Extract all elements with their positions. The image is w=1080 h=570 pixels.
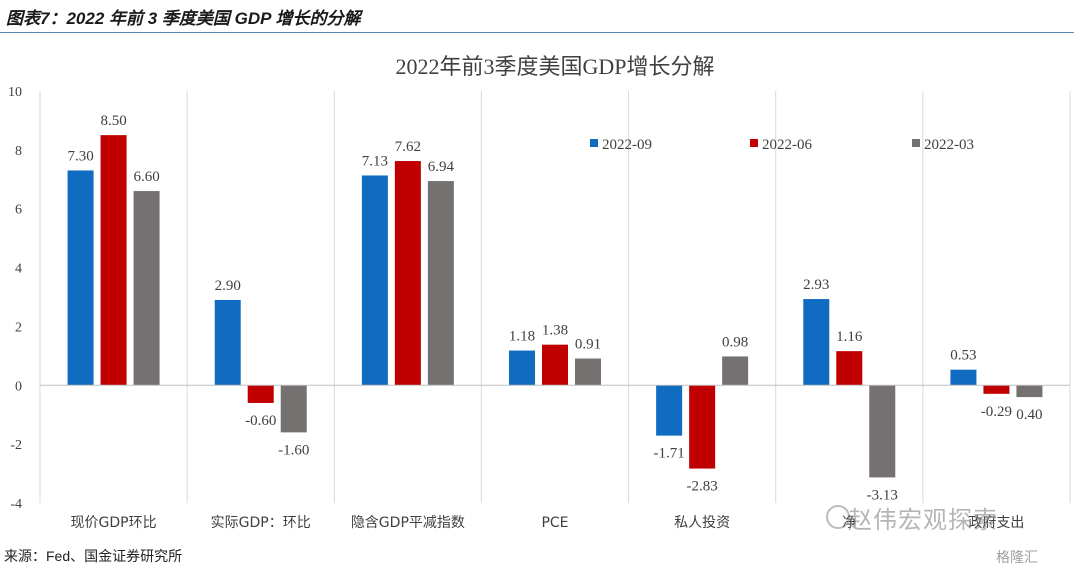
category-label: 政府支出 xyxy=(968,515,1024,531)
category-label: 现价GDP环比 xyxy=(71,515,157,531)
data-label: 1.16 xyxy=(836,329,863,345)
chart-title: 2022年前3季度美国GDP增长分解 xyxy=(395,54,714,79)
y-tick-label: 4 xyxy=(15,262,22,277)
bar xyxy=(394,161,421,386)
data-label: 6.94 xyxy=(428,159,455,175)
watermark: 赵伟宏观探索 xyxy=(848,506,998,534)
y-tick-label: 10 xyxy=(8,85,22,100)
bar xyxy=(280,385,307,433)
bar xyxy=(214,299,241,386)
data-label: -0.60 xyxy=(245,413,276,429)
bar xyxy=(427,181,454,386)
y-tick-label: 8 xyxy=(15,144,22,159)
data-label: -1.60 xyxy=(278,442,309,458)
data-label: 1.38 xyxy=(542,323,568,339)
y-tick-label: -2 xyxy=(10,438,22,453)
legend-swatch xyxy=(750,139,758,147)
bar xyxy=(722,356,749,386)
bar xyxy=(133,191,160,386)
data-label: 2.90 xyxy=(215,278,241,294)
bar xyxy=(509,350,535,386)
bar xyxy=(361,175,388,386)
data-label: 0.40 xyxy=(1016,407,1042,423)
category-label: 隐含GDP平减指数 xyxy=(351,515,465,531)
bar xyxy=(100,135,127,386)
data-label: 7.30 xyxy=(67,148,93,164)
data-label: 0.98 xyxy=(722,334,748,350)
chart: 2022年前3季度美国GDP增长分解 -4 -2 0 2 4 6 8 10 7.30 2.90 7.1… xyxy=(8,54,1071,531)
bar xyxy=(836,351,863,386)
category-label: PCE xyxy=(541,515,568,531)
data-label: 7.62 xyxy=(395,139,421,155)
bar xyxy=(983,385,1010,394)
brand-logo: 格隆汇 xyxy=(996,550,1038,566)
y-tick-label: 6 xyxy=(15,203,22,218)
legend-label: 2022-09 xyxy=(602,137,652,153)
category-label: 实际GDP：环比 xyxy=(211,515,311,531)
legend-swatch xyxy=(912,139,920,147)
source-note: 来源：Fed、国金证券研究所 xyxy=(4,548,183,564)
data-label: 0.91 xyxy=(575,337,601,353)
data-label: 8.50 xyxy=(100,113,126,129)
data-label: -3.13 xyxy=(867,487,898,503)
data-label: -1.71 xyxy=(654,446,685,462)
legend-swatch xyxy=(590,139,598,147)
bar xyxy=(950,369,977,386)
legend-label: 2022-06 xyxy=(762,137,812,153)
data-label: -0.29 xyxy=(981,404,1012,420)
bar xyxy=(1016,385,1043,398)
legend-label: 2022-03 xyxy=(924,137,974,153)
data-label: 0.53 xyxy=(950,348,976,364)
data-label: -2.83 xyxy=(687,479,718,495)
bar xyxy=(869,385,896,478)
data-label: 1.18 xyxy=(509,329,535,345)
category-label: 私人投资 xyxy=(674,515,730,531)
y-tick-label: 0 xyxy=(15,379,22,394)
data-label: 2.93 xyxy=(803,277,829,293)
wechat-icon xyxy=(826,505,850,529)
bar xyxy=(542,344,568,386)
caption-divider xyxy=(0,32,1074,33)
y-tick-label: 2 xyxy=(15,320,22,335)
bar xyxy=(689,385,716,469)
bar xyxy=(575,358,601,386)
figure-caption: 图表7：2022 年前 3 季度美国 GDP 增长的分解 xyxy=(6,9,361,28)
bar xyxy=(67,170,94,386)
bar xyxy=(803,299,830,386)
bar xyxy=(247,385,274,403)
y-tick-label: -4 xyxy=(10,497,22,512)
data-label: 7.13 xyxy=(362,153,388,169)
data-label: 6.60 xyxy=(133,169,159,185)
bar xyxy=(656,385,683,436)
